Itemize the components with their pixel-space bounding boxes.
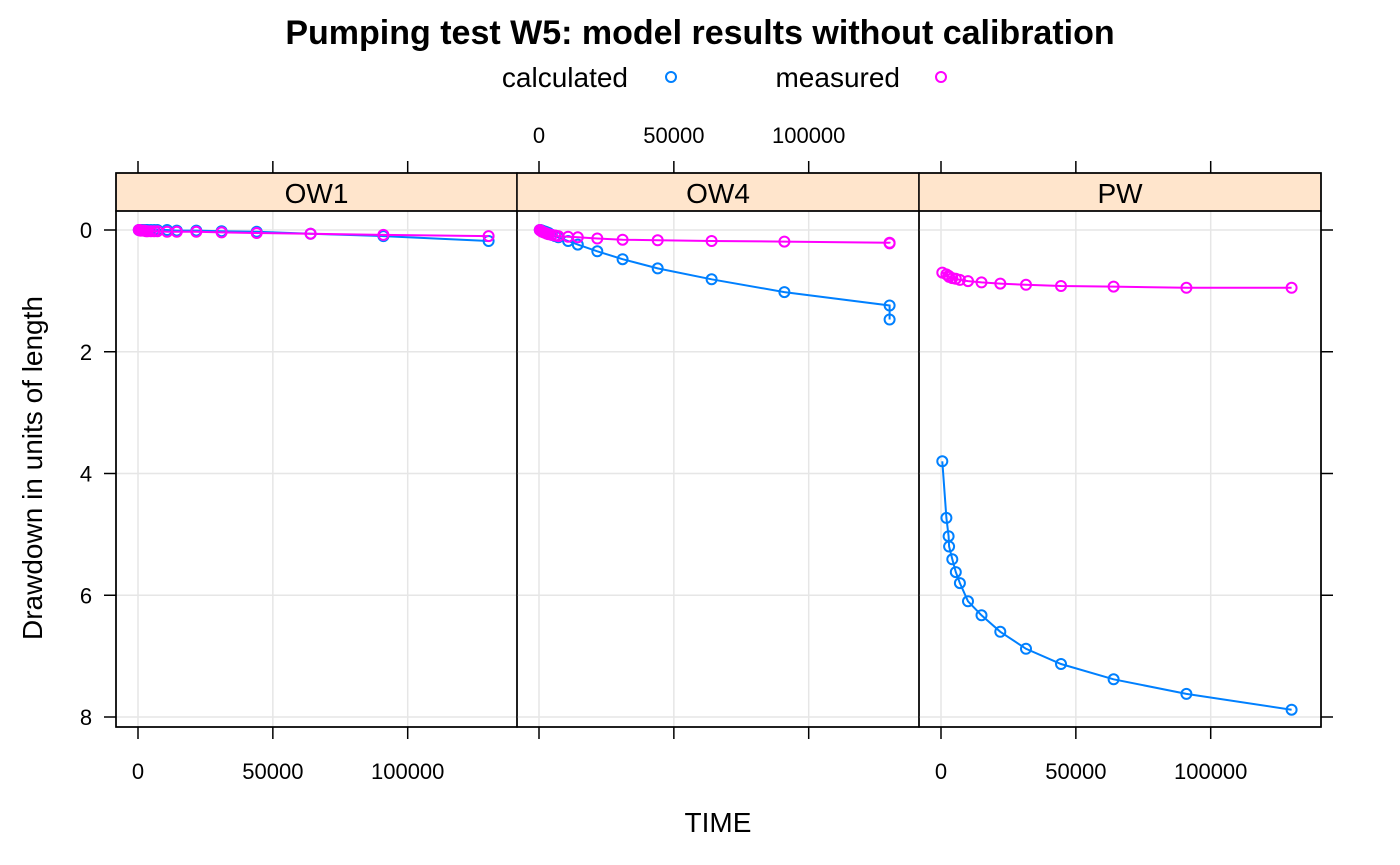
line-calculated-PW [941,461,1292,711]
y-tick-label: 8 [80,705,92,730]
x-tick-label-bottom: 100000 [371,759,444,784]
x-tick-label-bottom: 0 [132,759,144,784]
y-tick-label: 2 [80,340,92,365]
legend-marker-calculated [665,71,677,83]
x-tick-label-bottom: 100000 [1174,759,1247,784]
point-calculated-PW [1055,658,1067,670]
point-calculated-OW4 [705,273,718,286]
y-axis-label: Drawdown in units of length [17,296,48,640]
outer-frame [115,172,1322,728]
point-calculated-PW [943,540,956,553]
point-calculated-PW [1285,703,1298,716]
point-calculated-OW4 [651,262,664,275]
point-measured-OW1 [190,225,203,238]
point-measured-PW [962,275,974,288]
legend-marker-measured [935,71,947,83]
point-calculated-PW [953,577,966,590]
point-calculated-PW [1180,687,1193,700]
point-calculated-PW [975,609,988,622]
strip-PW [918,172,1322,212]
point-calculated-PW [1107,673,1120,686]
point-measured-OW1 [377,228,390,241]
point-calculated-OW4 [778,286,791,299]
point-measured-PW [1180,281,1193,294]
point-calculated-PW [936,455,949,468]
x-axis-label: TIME [685,807,752,838]
point-calculated-OW4 [883,299,896,312]
point-measured-PW [1055,280,1067,292]
y-tick-label: 0 [80,218,92,243]
point-measured-OW1 [250,227,263,239]
point-calculated-OW4 [591,245,604,258]
point-calculated-OW4 [883,313,896,326]
point-measured-OW4 [571,231,584,244]
point-measured-OW4 [778,235,791,248]
point-measured-PW [1020,278,1032,291]
x-tick-label-top: 50000 [643,123,704,148]
point-measured-PW [953,273,966,286]
point-calculated-PW [994,625,1007,638]
point-calculated-OW4 [571,238,584,251]
point-calculated-PW [946,553,959,566]
strip-label-OW4: OW4 [686,178,750,209]
point-measured-OW1 [170,225,183,238]
point-measured-OW1 [482,230,495,243]
point-measured-OW4 [616,233,629,246]
x-tick-label-top: 100000 [772,123,845,148]
point-calculated-OW4 [616,253,629,266]
x-tick-label-top: 0 [533,123,545,148]
legend: calculated measured [502,62,947,93]
x-tick-label-bottom: 50000 [1045,759,1106,784]
panel-frame-OW4 [516,210,920,728]
legend-label-calculated: calculated [502,62,628,93]
point-measured-PW [1285,281,1298,294]
point-measured-PW [994,277,1007,290]
point-measured-OW4 [705,235,718,247]
point-measured-OW4 [591,232,604,245]
point-measured-PW [975,276,988,289]
y-tick-label: 4 [80,462,92,487]
plot-area: OW1 OW4 PW 0 50000 100000 0 50000 100000 0 50000 10… [80,123,1333,784]
point-measured-PW [1107,280,1120,293]
line-measured-PW [941,271,1292,289]
point-measured-OW1 [304,227,317,240]
x-tick-label-bottom: 0 [935,759,947,784]
point-measured-OW4 [883,237,896,250]
point-calculated-PW [940,511,953,524]
point-measured-OW1 [215,226,228,239]
strip-label-OW1: OW1 [285,178,349,209]
strip-label-PW: PW [1097,178,1143,209]
panel-frame-OW1 [115,210,518,728]
point-calculated-PW [962,595,974,608]
point-calculated-PW [949,566,962,579]
point-calculated-PW [1020,642,1032,655]
y-tick-label: 6 [80,583,92,608]
chart-title: Pumping test W5: model results without c… [285,14,1114,52]
point-measured-OW4 [651,234,664,247]
legend-label-measured: measured [775,62,900,93]
x-tick-label-bottom: 50000 [242,759,303,784]
